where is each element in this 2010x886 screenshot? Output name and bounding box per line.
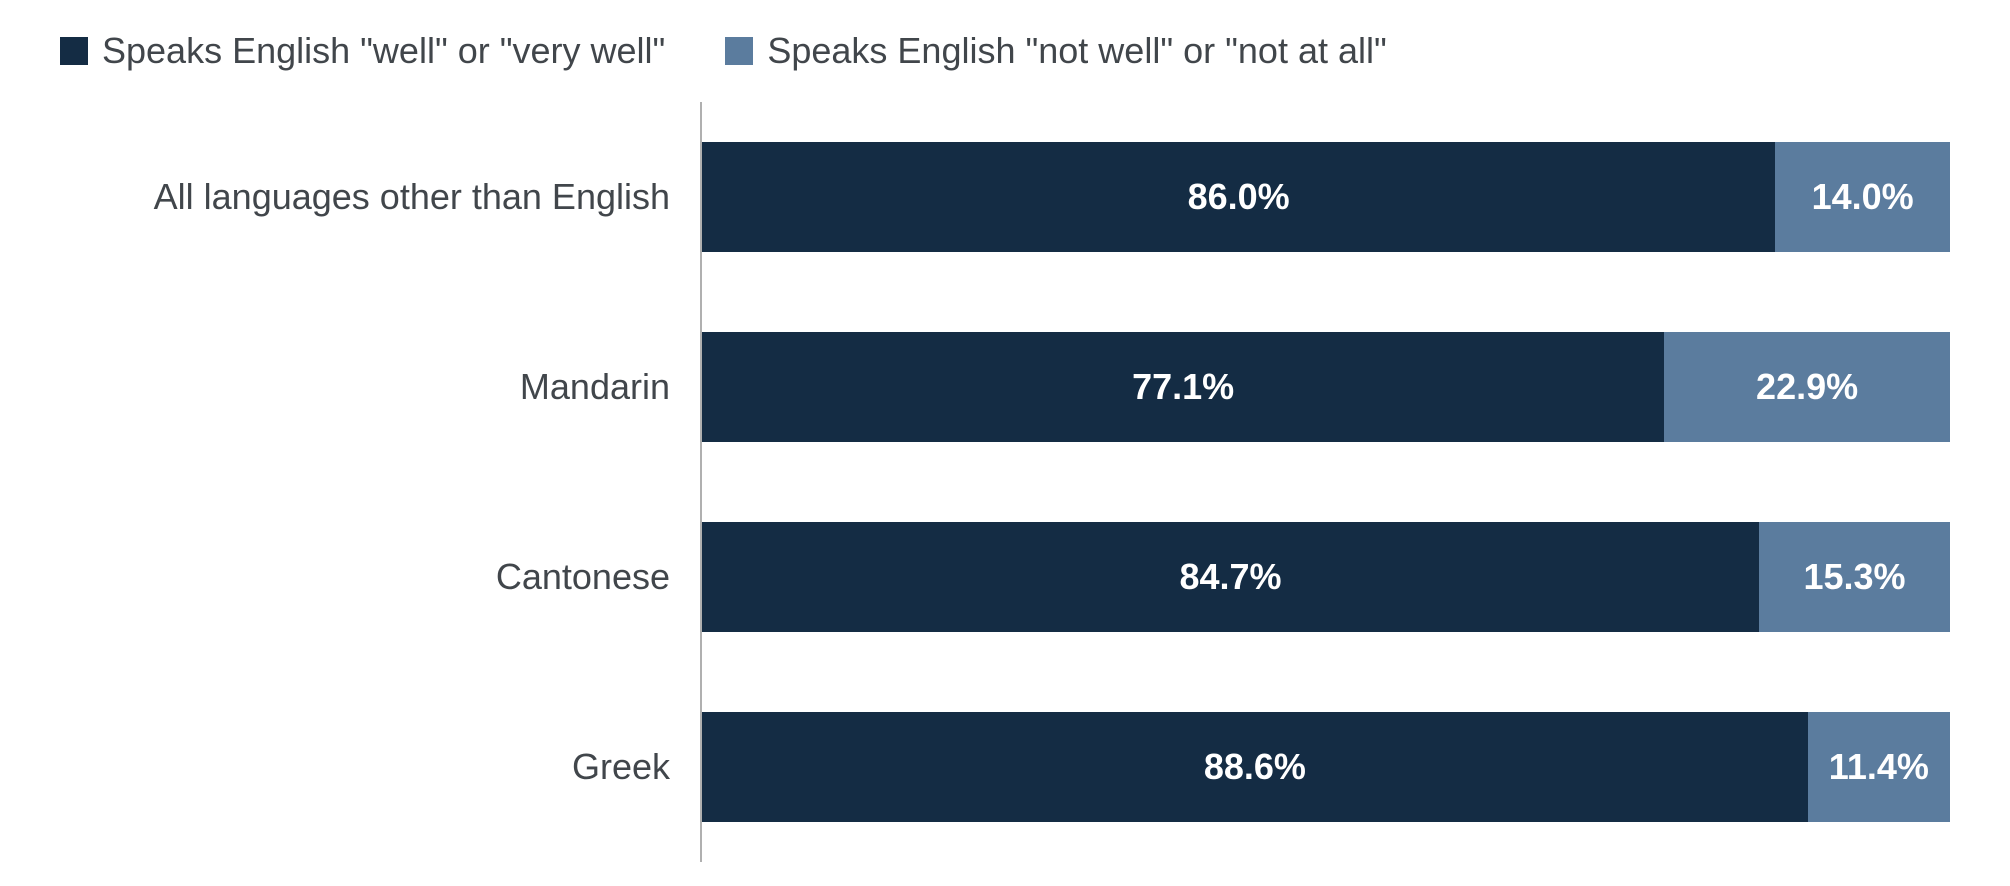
bar-row: 77.1% 22.9% bbox=[702, 332, 1950, 442]
y-label: Mandarin bbox=[520, 367, 670, 407]
bar-segment-well: 86.0% bbox=[702, 142, 1775, 252]
y-axis-labels: All languages other than English Mandari… bbox=[60, 102, 700, 862]
plot-area: All languages other than English Mandari… bbox=[60, 102, 1950, 862]
legend-label-not-well: Speaks English "not well" or "not at all… bbox=[767, 30, 1386, 72]
bar-segment-not-well: 11.4% bbox=[1808, 712, 1950, 822]
legend-swatch-not-well bbox=[725, 37, 753, 65]
english-proficiency-chart: Speaks English "well" or "very well" Spe… bbox=[0, 0, 2010, 886]
bar-segment-well: 84.7% bbox=[702, 522, 1759, 632]
bar-row: 84.7% 15.3% bbox=[702, 522, 1950, 632]
legend-item-not-well: Speaks English "not well" or "not at all… bbox=[725, 30, 1386, 72]
bar-row: 88.6% 11.4% bbox=[702, 712, 1950, 822]
y-label: All languages other than English bbox=[154, 177, 670, 217]
bar-segment-well: 88.6% bbox=[702, 712, 1808, 822]
y-label: Greek bbox=[572, 747, 670, 787]
bar-segment-well: 77.1% bbox=[702, 332, 1664, 442]
bar-segment-not-well: 14.0% bbox=[1775, 142, 1950, 252]
bar-segment-not-well: 22.9% bbox=[1664, 332, 1950, 442]
legend-item-well: Speaks English "well" or "very well" bbox=[60, 30, 665, 72]
legend-label-well: Speaks English "well" or "very well" bbox=[102, 30, 665, 72]
bars-area: 86.0% 14.0% 77.1% 22.9% 84.7% 15.3% 88.6… bbox=[700, 102, 1950, 862]
bar-segment-not-well: 15.3% bbox=[1759, 522, 1950, 632]
bar-row: 86.0% 14.0% bbox=[702, 142, 1950, 252]
legend: Speaks English "well" or "very well" Spe… bbox=[60, 30, 1950, 72]
y-label: Cantonese bbox=[496, 557, 670, 597]
legend-swatch-well bbox=[60, 37, 88, 65]
